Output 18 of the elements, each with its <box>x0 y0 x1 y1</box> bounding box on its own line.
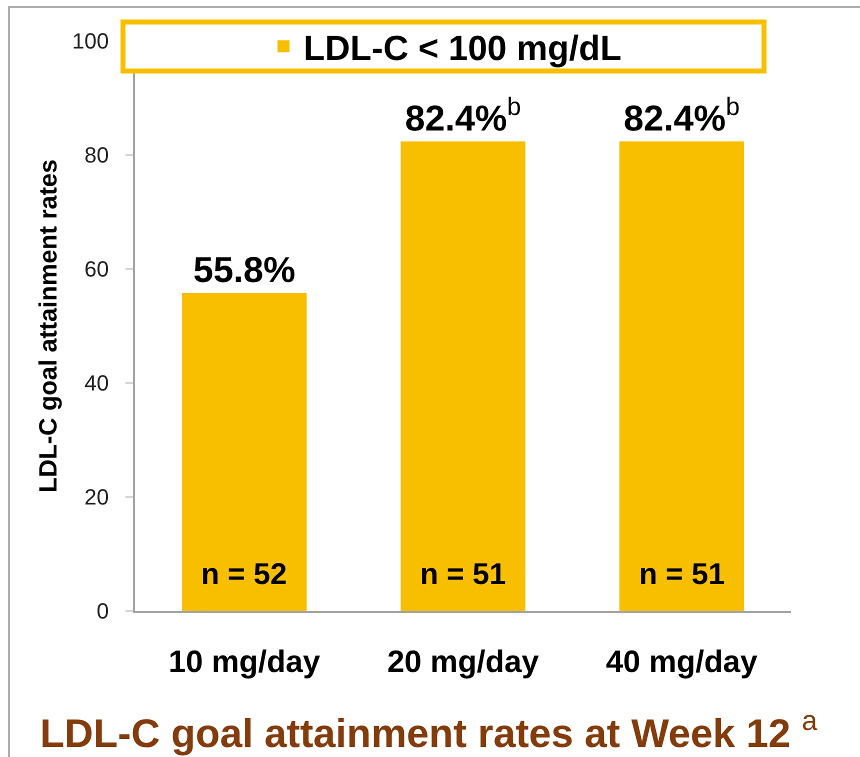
x-tick-label: 10 mg/day <box>168 644 321 679</box>
y-tick-label: 40 <box>84 370 109 396</box>
y-tick-label: 0 <box>96 598 109 624</box>
data-label: 82.4%$^{b}$ <box>404 93 522 138</box>
y-tick-label: 20 <box>84 484 109 510</box>
data-label: 55.8% <box>193 248 296 290</box>
annotation: n = 51 <box>420 558 506 591</box>
x-tick-label: 40 mg/day <box>606 644 758 679</box>
y-tick-label: 60 <box>84 256 109 282</box>
data-label: 82.4%$^{b}$ <box>624 93 740 138</box>
legend-label: LDL-C < 100 mg/dL <box>304 28 622 68</box>
y-tick-label: 100 <box>72 28 109 54</box>
y-tick-label: 80 <box>84 142 109 168</box>
x-tick-label: 20 mg/day <box>387 644 540 679</box>
annotation: n = 51 <box>639 558 725 591</box>
text: LDL-C goal attainment rates at Week 12 $^{a}$ <box>40 705 818 756</box>
y-axis-title: LDL-C goal attainment rates <box>34 159 62 493</box>
annotation: n = 52 <box>201 558 287 591</box>
